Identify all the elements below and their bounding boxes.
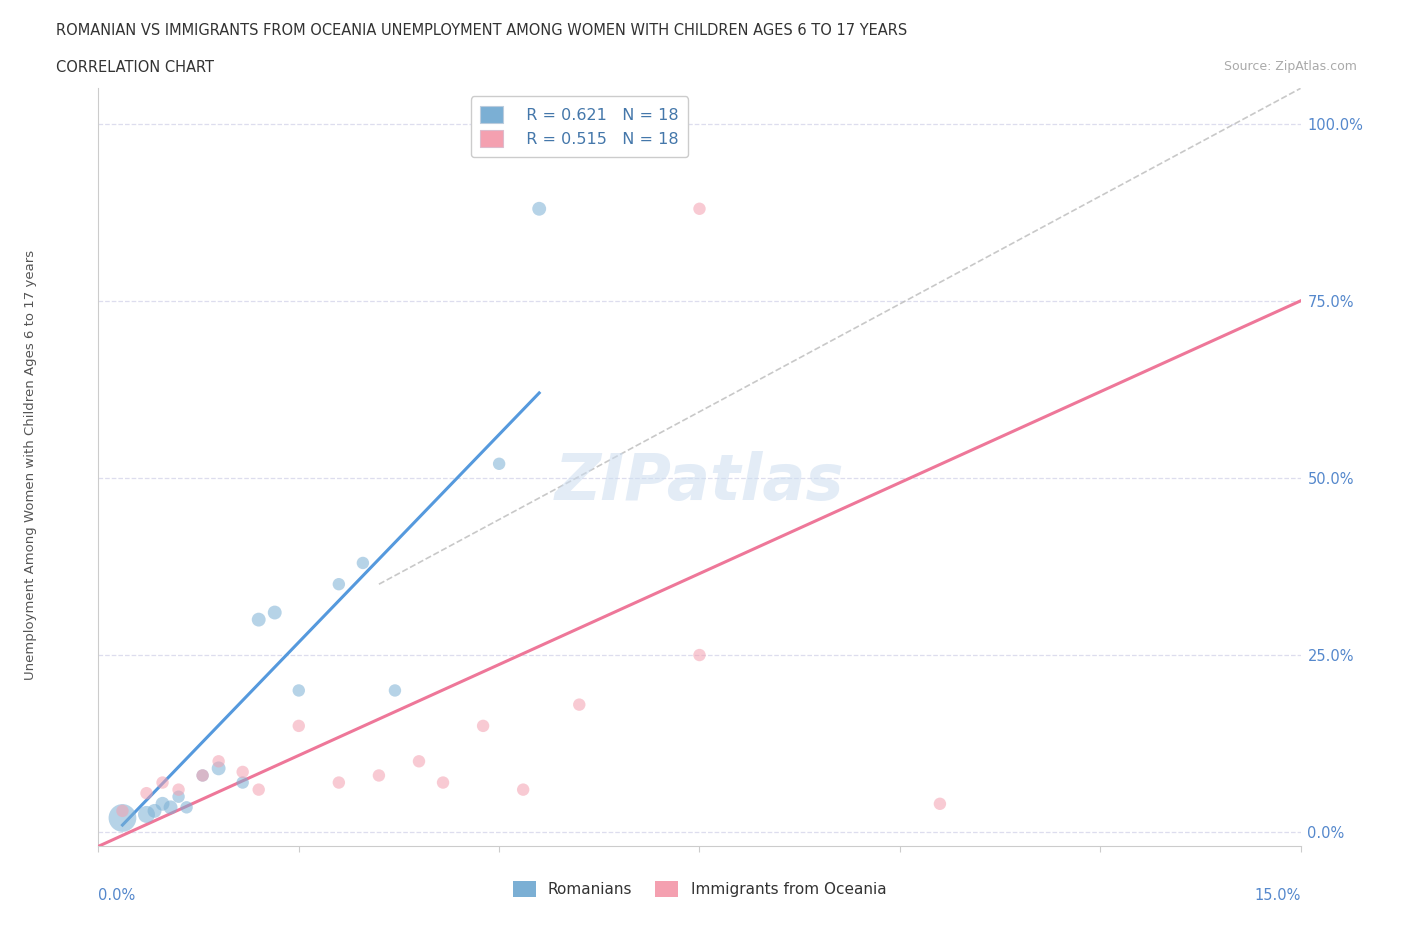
Point bbox=[688, 201, 710, 216]
Text: 15.0%: 15.0% bbox=[1254, 888, 1301, 903]
Point bbox=[247, 782, 270, 797]
Point bbox=[232, 764, 254, 779]
Text: ROMANIAN VS IMMIGRANTS FROM OCEANIA UNEMPLOYMENT AMONG WOMEN WITH CHILDREN AGES : ROMANIAN VS IMMIGRANTS FROM OCEANIA UNEM… bbox=[56, 23, 907, 38]
Point bbox=[529, 201, 551, 216]
Point bbox=[167, 790, 190, 804]
Point bbox=[328, 775, 350, 790]
Point bbox=[135, 807, 157, 822]
Point bbox=[352, 555, 374, 570]
Point bbox=[288, 719, 311, 734]
Point bbox=[167, 782, 190, 797]
Text: Source: ZipAtlas.com: Source: ZipAtlas.com bbox=[1223, 60, 1357, 73]
Point bbox=[688, 647, 710, 662]
Point bbox=[152, 775, 174, 790]
Text: ZIPatlas: ZIPatlas bbox=[555, 451, 844, 513]
Legend: Romanians, Immigrants from Oceania: Romanians, Immigrants from Oceania bbox=[506, 875, 893, 903]
Point bbox=[328, 577, 350, 591]
Point bbox=[472, 719, 495, 734]
Text: CORRELATION CHART: CORRELATION CHART bbox=[56, 60, 214, 75]
Point bbox=[247, 612, 270, 627]
Point bbox=[135, 786, 157, 801]
Point bbox=[384, 683, 406, 698]
Point bbox=[143, 804, 166, 818]
Point bbox=[208, 761, 231, 776]
Point bbox=[152, 796, 174, 811]
Text: 0.0%: 0.0% bbox=[98, 888, 135, 903]
Point bbox=[159, 800, 181, 815]
Point bbox=[512, 782, 534, 797]
Point bbox=[111, 804, 134, 818]
Point bbox=[191, 768, 214, 783]
Point bbox=[191, 768, 214, 783]
Point bbox=[929, 796, 952, 811]
Point bbox=[568, 698, 591, 712]
Point bbox=[368, 768, 391, 783]
Point bbox=[408, 754, 430, 769]
Point bbox=[263, 605, 285, 620]
Point bbox=[288, 683, 311, 698]
Point bbox=[176, 800, 198, 815]
Point bbox=[208, 754, 231, 769]
Point bbox=[432, 775, 454, 790]
Point bbox=[111, 811, 134, 826]
Point bbox=[232, 775, 254, 790]
Point bbox=[488, 457, 510, 472]
Text: Unemployment Among Women with Children Ages 6 to 17 years: Unemployment Among Women with Children A… bbox=[24, 250, 38, 680]
